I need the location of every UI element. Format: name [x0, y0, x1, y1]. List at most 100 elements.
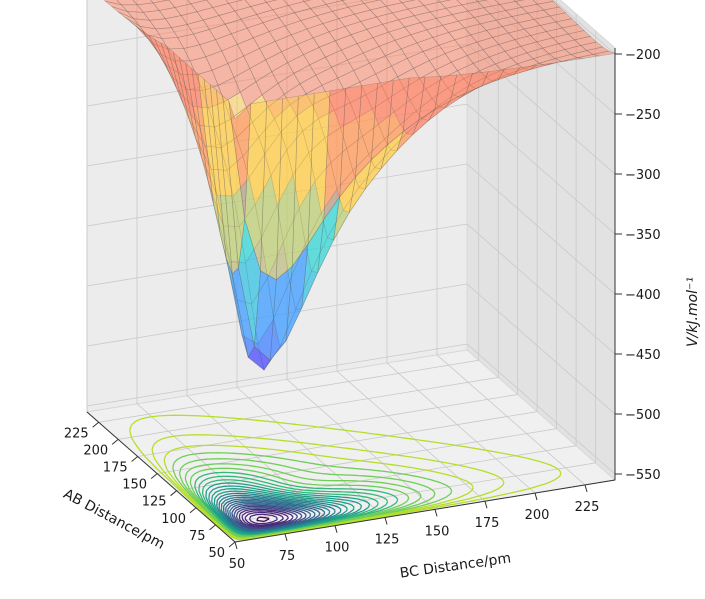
surface-patch-14-11: [316, 10, 340, 24]
x-tick-mark-3: [170, 490, 177, 497]
surface-patch-9-16: [426, 24, 450, 38]
surface-patch-20-5: [187, 0, 208, 5]
surface-patch-15-8: [262, 17, 286, 32]
surface-patch-7-20: [501, 22, 525, 34]
x-tick-mark-5: [131, 456, 138, 462]
x-tick-label-1: 75: [189, 529, 206, 544]
surface-patch-0-6: [323, 87, 347, 221]
y-tick-mark-4: [434, 509, 438, 517]
surface-patch-9-19: [473, 13, 497, 25]
y-axis-title: BC Distance/pm: [399, 550, 512, 581]
surface-patch-0-8: [355, 82, 378, 178]
surface-patch-19-6: [206, 0, 230, 8]
surface-patch-13-11: [322, 18, 346, 33]
surface-patch-0-15: [465, 71, 489, 94]
surface-patch-4-0: [203, 78, 227, 258]
surface-patch-18-0: [117, 11, 141, 27]
surface-patch-9-13: [378, 39, 402, 57]
surface-patch-1-5: [301, 219, 325, 309]
gridline-z-5: [86, 223, 616, 355]
surface-patch-8-15: [416, 37, 440, 52]
z-tick-label-4: −400: [625, 288, 661, 303]
surface-patch-14-15: [379, 0, 403, 7]
surface-patch-9-15: [410, 29, 434, 44]
energy-surface: [103, 0, 617, 371]
x-axis-line: [86, 411, 236, 543]
x-tick-label-4: 150: [122, 478, 147, 493]
surface-patch-0-21: [561, 57, 584, 62]
z-tick-label-1: −250: [625, 108, 661, 123]
surface-patch-15-4: [199, 39, 223, 58]
surface-patch-11-13: [366, 23, 390, 38]
gridline-z-0: [552, 0, 616, 55]
surface-patch-16-6: [224, 18, 248, 35]
surface-patch-0-12: [418, 75, 442, 121]
contour-level-3: [248, 513, 278, 525]
surface-patch-12-10: [312, 31, 336, 48]
y-tick-label-1: 75: [279, 549, 296, 564]
gridline-z-7: [86, 343, 616, 475]
z-tick-label-5: −450: [625, 348, 661, 363]
surface-patch-9-20: [489, 10, 513, 21]
y-tick-label-2: 100: [325, 541, 350, 556]
surface-patch-9-17: [441, 20, 466, 33]
surface-patch-0-1: [244, 100, 268, 271]
surface-patch-14-12: [331, 6, 356, 20]
y-tick-mark-2: [334, 525, 338, 533]
y-tick-mark-7: [584, 484, 588, 493]
x-tick-mark-2: [189, 507, 197, 514]
contour-level-2: [256, 516, 270, 523]
surface-patch-12-18: [439, 0, 463, 9]
surface-patch-17-5: [202, 15, 226, 30]
surface-patch-14-10: [300, 15, 324, 30]
surface-patch-18-4: [180, 11, 204, 25]
surface-patch-8-12: [369, 55, 392, 75]
surface-patch-16-13: [341, 0, 347, 1]
contour-level-5: [241, 510, 289, 527]
surface-patch-14-5: [221, 44, 245, 64]
gridline-x-2: [196, 13, 577, 509]
x-tick-label-5: 175: [103, 460, 128, 475]
y-tick-label-4: 150: [425, 524, 450, 539]
x-tick-mark-7: [92, 421, 100, 428]
surface-patch-17-11: [302, 0, 312, 2]
surface-patch-11-9: [303, 46, 326, 66]
z-tick-label-0: −200: [625, 48, 661, 63]
gridline-x-5: [137, 0, 518, 457]
contour-level-4: [244, 511, 285, 526]
gridline-z-6: [86, 283, 616, 415]
z-axis-title: V/kJ.mol⁻¹: [685, 277, 701, 347]
x-tick-mark-0: [228, 541, 236, 548]
contour-projection: [129, 414, 562, 541]
surface-patch-11-22: [513, 0, 525, 2]
surface-patch-0-0: [228, 100, 252, 219]
y-tick-label-3: 125: [375, 533, 400, 548]
surface-patch-10-14: [388, 26, 412, 41]
gridline-y-1: [136, 0, 286, 535]
surface-patch-12-15: [391, 8, 415, 21]
surface-patch-11-19: [461, 1, 485, 12]
surface-patch-7-0: [185, 62, 208, 180]
gridline-x-4: [157, 0, 538, 474]
y-tick-mark-5: [484, 501, 488, 509]
y-tick-mark-3: [384, 517, 388, 525]
y-tick-label-0: 50: [229, 557, 246, 572]
surface-patch-0-9: [370, 80, 394, 161]
x-tick-mark-1: [209, 524, 216, 531]
surface-patch-10-11: [340, 43, 364, 61]
x-tick-label-2: 100: [161, 512, 186, 527]
surface-patch-11-8: [287, 54, 311, 74]
z-tick-label-2: −300: [625, 168, 661, 183]
x-tick-label-6: 200: [83, 443, 108, 458]
axis-lines: [86, 48, 616, 543]
surface-patch-1-7: [333, 176, 356, 241]
surface-patch-11-11: [334, 34, 358, 51]
tick-labels: 5075100125150175200225507510012515017520…: [64, 48, 661, 572]
surface-patch-12-20: [475, 0, 488, 3]
surface-patch-10-13: [372, 31, 396, 47]
surface-patch-9-21: [505, 6, 529, 17]
surface-patch-17-2: [155, 27, 179, 39]
y-tick-mark-0: [234, 541, 238, 550]
gridline-x-1: [215, 30, 596, 526]
